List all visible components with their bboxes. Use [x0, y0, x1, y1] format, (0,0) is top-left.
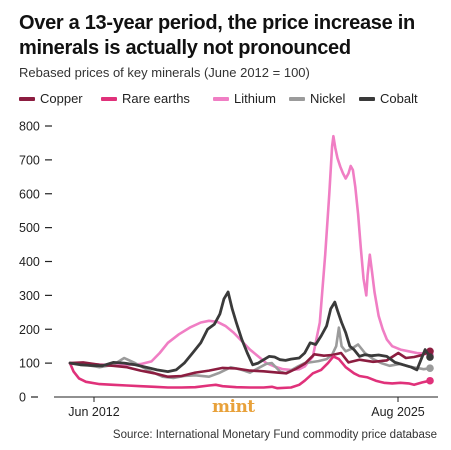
y-tick-label: 500 — [19, 221, 40, 235]
y-tick-label: 400 — [19, 255, 40, 269]
y-tick-label: 0 — [19, 391, 26, 405]
source-note: Source: International Monetary Fund comm… — [112, 429, 437, 441]
legend-swatch — [359, 96, 375, 101]
series-layer — [68, 134, 434, 390]
legend-swatch — [19, 96, 35, 101]
x-axis: Jun 2012 Aug 2025 — [54, 396, 438, 419]
legend-label: Nickel — [310, 91, 346, 106]
y-tick-label: 800 — [19, 120, 40, 134]
chart-legend: Copper Rare earths Lithium Nickel Cobalt — [19, 91, 449, 107]
legend-item-cobalt: Cobalt — [359, 91, 418, 107]
legend-label: Rare earths — [122, 91, 190, 106]
x-tick-label: Aug 2025 — [371, 405, 425, 419]
mint-logo: mint — [212, 397, 255, 417]
legend-label: Copper — [40, 91, 83, 106]
legend-swatch — [213, 96, 229, 101]
y-tick-label: 300 — [19, 289, 40, 303]
x-tick-label: Jun 2012 — [68, 405, 119, 419]
series-line-cobalt — [68, 290, 432, 373]
chart-title: Over a 13-year period, the price increas… — [19, 12, 415, 59]
y-tick-label: 600 — [19, 187, 40, 201]
legend-swatch — [289, 96, 305, 101]
legend-item-nickel: Nickel — [289, 91, 345, 107]
series-endpoint-rare-earths — [426, 376, 434, 385]
series-endpoint-cobalt — [426, 353, 434, 361]
legend-item-lithium: Lithium — [213, 91, 276, 107]
y-tick-label: 200 — [19, 323, 40, 337]
series-endpoint-nickel — [426, 364, 434, 373]
legend-label: Lithium — [234, 91, 276, 106]
chart-subtitle: Rebased prices of key minerals (June 201… — [19, 65, 310, 80]
legend-swatch — [101, 96, 117, 101]
y-axis: 0 100 200 300 400 500 600 700 800 — [19, 120, 52, 405]
y-tick-label: 100 — [19, 357, 40, 371]
legend-item-rare-earths: Rare earths — [101, 91, 190, 107]
legend-item-copper: Copper — [19, 91, 83, 107]
y-tick-label: 700 — [19, 153, 40, 167]
series-line-copper — [68, 350, 432, 378]
series-line-lithium — [68, 134, 432, 372]
legend-label: Cobalt — [380, 91, 418, 106]
series-line-rare-earths — [68, 355, 432, 390]
